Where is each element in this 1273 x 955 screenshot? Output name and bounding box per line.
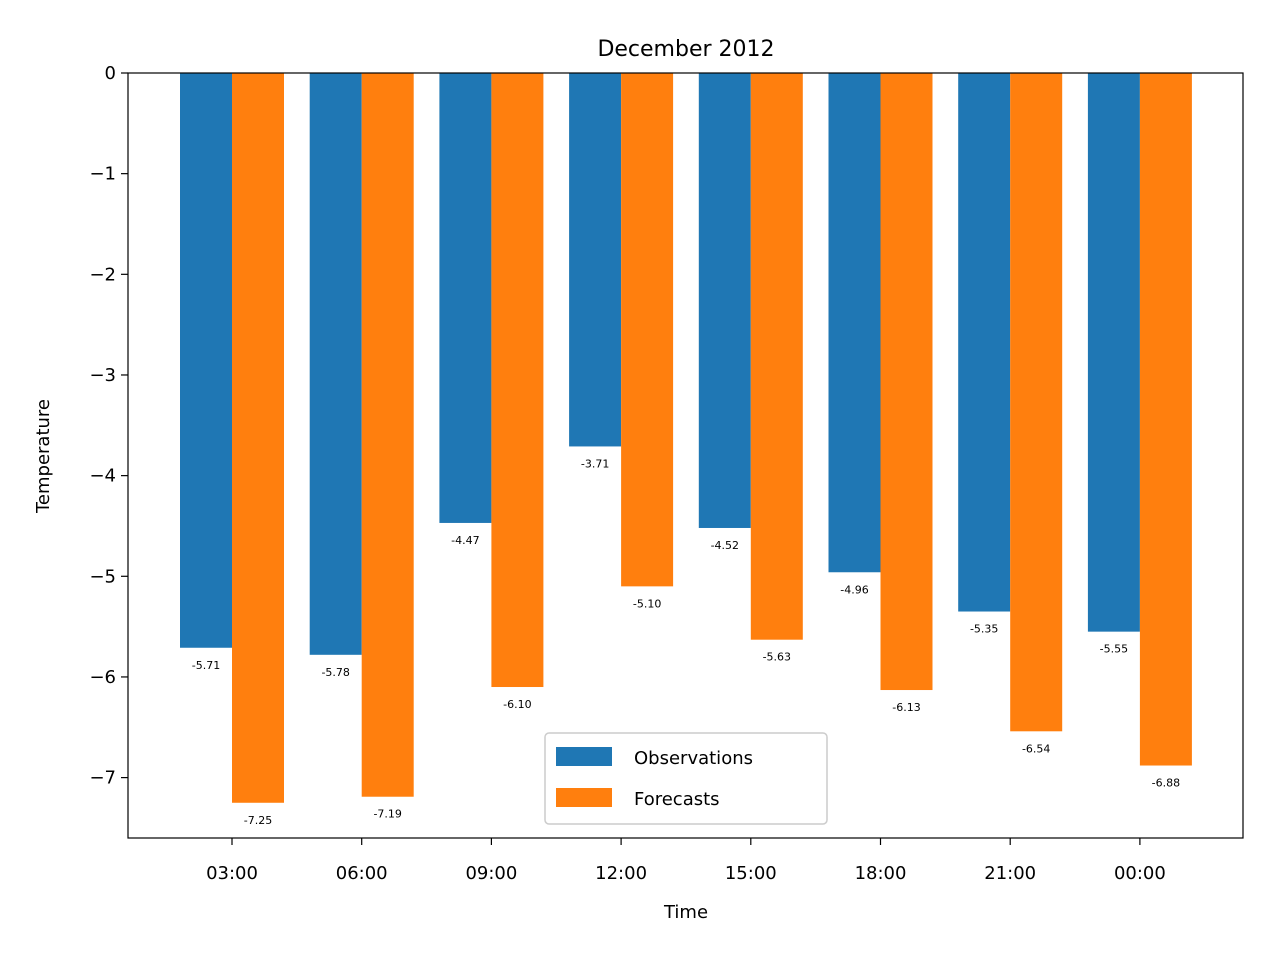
- x-tick-label-6: 21:00: [984, 863, 1036, 884]
- data-label-forecasts-0: -7.25: [244, 814, 272, 827]
- x-tick-label-5: 18:00: [855, 863, 907, 884]
- data-label-observations-1: -5.78: [321, 666, 349, 679]
- bar-forecasts-5: [880, 73, 933, 691]
- data-labels-layer: -5.71 -5.78 -4.47 -3.71 -4.52 -4.96 -5.35 -5.55…: [192, 457, 1180, 826]
- bar-forecasts-6: [1010, 73, 1063, 732]
- x-tick-label-2: 09:00: [465, 863, 517, 884]
- legend-swatch-observations: [556, 747, 612, 766]
- y-tick-label-7: −7: [89, 768, 116, 789]
- legend-box: [544, 732, 828, 825]
- data-label-observations-5: -4.96: [840, 583, 868, 596]
- y-axis: 0 −1 −2 −3 −4 −5 −6 −7: [89, 63, 128, 789]
- bar-observations-4: [698, 73, 751, 528]
- y-tick-label-2: −2: [89, 264, 116, 285]
- x-tick-label-1: 06:00: [336, 863, 388, 884]
- data-label-forecasts-3: -5.10: [633, 597, 661, 610]
- chart-title: December 2012: [597, 37, 774, 62]
- data-label-forecasts-6: -6.54: [1022, 742, 1050, 755]
- data-label-forecasts-1: -7.19: [373, 808, 401, 821]
- bar-observations-5: [828, 73, 881, 573]
- data-label-observations-2: -4.47: [451, 534, 479, 547]
- bar-forecasts-3: [621, 73, 674, 587]
- data-label-forecasts-7: -6.88: [1152, 777, 1180, 790]
- y-tick-label-1: −1: [89, 164, 116, 185]
- bar-observations-7: [1087, 73, 1140, 632]
- legend: Observations Forecasts: [544, 732, 828, 825]
- y-tick-label-4: −4: [89, 466, 116, 487]
- y-tick-label-3: −3: [89, 365, 116, 386]
- x-tick-label-0: 03:00: [206, 863, 258, 884]
- legend-label-forecasts: Forecasts: [634, 789, 720, 810]
- x-tick-label-7: 00:00: [1114, 863, 1166, 884]
- y-tick-label-0: 0: [105, 63, 116, 84]
- data-label-forecasts-4: -5.63: [763, 651, 791, 664]
- bar-forecasts-0: [232, 73, 284, 803]
- bar-forecasts-4: [750, 73, 803, 640]
- data-label-observations-0: -5.71: [192, 659, 220, 672]
- plot-area-frame: [127, 72, 1244, 839]
- bar-observations-3: [569, 73, 622, 447]
- bar-observations-6: [958, 73, 1011, 612]
- x-tick-label-4: 15:00: [725, 863, 777, 884]
- x-axis: 03:00 06:00 09:00 12:00 15:00 18:00 21:00 00:00: [206, 838, 1166, 884]
- bar-forecasts-7: [1139, 73, 1192, 766]
- legend-swatch-forecasts: [556, 788, 612, 807]
- x-axis-label: Time: [663, 902, 708, 923]
- y-tick-label-5: −5: [89, 566, 116, 587]
- bar-observations-1: [309, 73, 362, 655]
- data-label-observations-4: -4.52: [711, 539, 739, 552]
- bar-observations-0: [180, 73, 232, 648]
- bar-observations-2: [439, 73, 492, 523]
- y-tick-label-6: −6: [89, 667, 116, 688]
- bar-forecasts-1: [361, 73, 414, 797]
- bars-layer: [180, 73, 1192, 803]
- data-label-observations-7: -5.55: [1100, 643, 1128, 656]
- bar-forecasts-2: [491, 73, 544, 688]
- data-label-observations-6: -5.35: [970, 623, 998, 636]
- legend-label-observations: Observations: [634, 748, 753, 769]
- data-label-forecasts-5: -6.13: [892, 701, 920, 714]
- data-label-observations-3: -3.71: [581, 457, 609, 470]
- x-tick-label-3: 12:00: [595, 863, 647, 884]
- y-axis-label: Temperature: [33, 399, 54, 514]
- data-label-forecasts-2: -6.10: [503, 698, 531, 711]
